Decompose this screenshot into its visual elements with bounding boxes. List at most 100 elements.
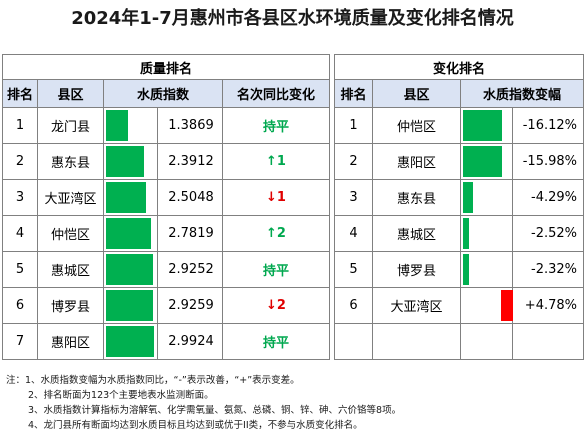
index-value: 2.9924 xyxy=(168,334,214,349)
table-row: 4 仲恺区 2.7819 ↑2 xyxy=(2,215,331,252)
district-cell: 惠城区 xyxy=(372,215,461,252)
change-bar-track xyxy=(462,288,513,323)
change-value: -4.29% xyxy=(531,190,577,205)
table-row: 1 仲恺区 -16.12% xyxy=(334,107,584,144)
water-index-cell: 2.9259 xyxy=(103,287,223,324)
rank-cell: 6 xyxy=(334,287,373,324)
district-cell: 仲恺区 xyxy=(37,215,104,252)
rank-cell: 5 xyxy=(2,251,38,288)
header-rank: 排名 xyxy=(2,79,38,108)
index-bar xyxy=(106,254,153,285)
index-bar-track xyxy=(105,324,158,359)
district-cell: 惠东县 xyxy=(37,143,104,180)
water-index-cell: 2.3912 xyxy=(103,143,223,180)
water-index-cell: 2.7819 xyxy=(103,215,223,252)
change-bar xyxy=(463,146,502,177)
header-rank-change: 名次同比变化 xyxy=(221,79,331,108)
index-bar xyxy=(106,290,153,321)
rank-change-cell: ↓2 xyxy=(221,287,331,324)
change-ranking-table: 变化排名 排名 县区 水质指数变幅 1 仲恺区 -16.12% 2 惠阳区 -15.98%… xyxy=(334,54,584,360)
index-bar-track xyxy=(105,108,158,143)
index-change-cell xyxy=(460,323,584,360)
table-row xyxy=(334,323,584,360)
rank-cell: 3 xyxy=(2,179,38,216)
rank-cell: 7 xyxy=(2,323,38,360)
table-row: 3 惠东县 -4.29% xyxy=(334,179,584,216)
index-bar-track xyxy=(105,288,158,323)
index-change-cell: -16.12% xyxy=(460,107,584,144)
quality-ranking-table: 质量排名 排名 县区 水质指数 名次同比变化 1 龙门县 1.3869 持平 2 惠东县 2… xyxy=(1,54,331,360)
header-index-change: 水质指数变幅 xyxy=(460,79,584,108)
footnote-4: 4、龙门县所有断面均达到水质目标且均达到或优于II类，不参与水质变化排名。 xyxy=(28,420,363,431)
change-bar-track xyxy=(462,216,513,251)
index-change-cell: -2.52% xyxy=(460,215,584,252)
header-water-index: 水质指数 xyxy=(103,79,223,108)
index-change-cell: -4.29% xyxy=(460,179,584,216)
index-value: 2.5048 xyxy=(168,190,214,205)
water-index-cell: 2.9252 xyxy=(103,251,223,288)
table-row: 5 惠城区 2.9252 持平 xyxy=(2,251,331,288)
district-cell: 惠东县 xyxy=(372,179,461,216)
rank-cell: 6 xyxy=(2,287,38,324)
change-bar xyxy=(463,218,469,249)
rank-cell xyxy=(334,323,373,360)
index-change-cell: +4.78% xyxy=(460,287,584,324)
rank-change-cell: ↓1 xyxy=(221,179,331,216)
district-cell xyxy=(372,323,461,360)
header-district: 县区 xyxy=(372,79,461,108)
change-value: -2.52% xyxy=(531,226,577,241)
rank-cell: 5 xyxy=(334,251,373,288)
rank-change-cell: 持平 xyxy=(221,107,331,144)
index-bar xyxy=(106,146,144,177)
header-rank: 排名 xyxy=(334,79,373,108)
table-row: 7 惠阳区 2.9924 持平 xyxy=(2,323,331,360)
table-row: 4 惠城区 -2.52% xyxy=(334,215,584,252)
index-value: 2.9259 xyxy=(168,298,214,313)
table-row: 6 博罗县 2.9259 ↓2 xyxy=(2,287,331,324)
water-index-cell: 2.9924 xyxy=(103,323,223,360)
index-bar-track xyxy=(105,216,158,251)
change-value: -15.98% xyxy=(522,154,577,169)
district-cell: 仲恺区 xyxy=(372,107,461,144)
rank-cell: 3 xyxy=(334,179,373,216)
water-index-cell: 2.5048 xyxy=(103,179,223,216)
index-bar xyxy=(106,182,146,213)
index-bar-track xyxy=(105,180,158,215)
change-value: -16.12% xyxy=(522,118,577,133)
district-cell: 博罗县 xyxy=(372,251,461,288)
rank-cell: 1 xyxy=(2,107,38,144)
change-value: -2.32% xyxy=(531,262,577,277)
index-value: 1.3869 xyxy=(168,118,214,133)
rank-cell: 4 xyxy=(334,215,373,252)
table-row: 6 大亚湾区 +4.78% xyxy=(334,287,584,324)
district-cell: 大亚湾区 xyxy=(37,179,104,216)
table-row: 1 龙门县 1.3869 持平 xyxy=(2,107,331,144)
district-cell: 惠城区 xyxy=(37,251,104,288)
index-bar xyxy=(106,110,128,141)
table-row: 2 惠阳区 -15.98% xyxy=(334,143,584,180)
index-value: 2.9252 xyxy=(168,262,214,277)
index-bar-track xyxy=(105,252,158,287)
rank-cell: 2 xyxy=(334,143,373,180)
rank-cell: 1 xyxy=(334,107,373,144)
change-bar-track xyxy=(462,144,513,179)
footnote-2: 2、排名断面为123个主要地表水监测断面。 xyxy=(28,390,214,401)
district-cell: 大亚湾区 xyxy=(372,287,461,324)
water-index-cell: 1.3869 xyxy=(103,107,223,144)
section-title-quality: 质量排名 xyxy=(1,54,331,80)
rank-cell: 4 xyxy=(2,215,38,252)
index-value: 2.7819 xyxy=(168,226,214,241)
change-value xyxy=(513,325,583,359)
change-bar-track xyxy=(462,252,513,287)
header-district: 县区 xyxy=(37,79,104,108)
change-bar-track xyxy=(462,108,513,143)
table-row: 5 博罗县 -2.32% xyxy=(334,251,584,288)
change-bar xyxy=(501,290,513,321)
rank-change-cell: 持平 xyxy=(221,323,331,360)
index-bar-track xyxy=(105,144,158,179)
district-cell: 龙门县 xyxy=(37,107,104,144)
change-bar-track xyxy=(462,324,513,359)
change-bar xyxy=(463,182,473,213)
index-bar xyxy=(106,326,154,357)
rank-cell: 2 xyxy=(2,143,38,180)
